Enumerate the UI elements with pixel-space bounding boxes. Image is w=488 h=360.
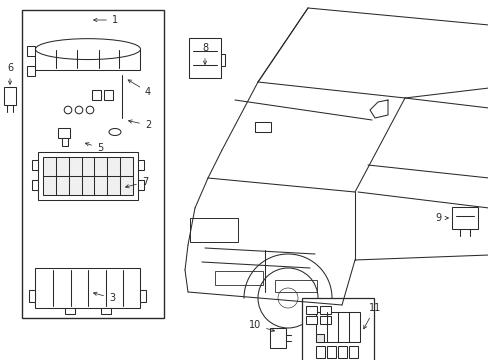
Bar [38,152,138,200]
Bar [92,90,101,100]
Bar [348,346,357,358]
Bar [138,160,143,170]
Bar [190,218,238,242]
Bar [32,180,38,190]
Bar [305,316,316,324]
Bar [32,160,38,170]
Bar [315,346,325,358]
Bar [269,328,285,348]
Bar [62,138,68,146]
Text: 11: 11 [363,303,380,329]
Bar [36,49,140,70]
Text: 9: 9 [434,213,447,223]
Bar [326,346,335,358]
Bar [337,346,346,358]
Bar [138,180,143,190]
Bar [27,66,36,76]
Bar [215,271,263,285]
Bar [27,46,36,56]
Text: 3: 3 [93,292,115,303]
Text: 2: 2 [128,120,151,130]
Text: 4: 4 [128,80,151,97]
Bar [36,268,140,308]
Text: 5: 5 [85,143,103,153]
Bar [104,90,113,100]
Bar [302,298,373,360]
Bar [315,334,324,342]
Bar [189,38,221,78]
Bar [101,308,111,314]
Bar [29,290,36,302]
Bar [451,207,477,229]
Bar [319,306,330,314]
Bar [22,10,163,318]
Bar [65,308,75,314]
Ellipse shape [36,39,140,59]
Bar [274,280,316,292]
Bar [58,128,70,138]
Bar [315,312,359,342]
Bar [43,157,133,195]
Bar [254,122,270,132]
Text: 6: 6 [7,63,13,84]
Bar [305,306,316,314]
Bar [221,54,224,66]
Bar [140,290,146,302]
Text: 10: 10 [248,320,274,332]
Bar [319,316,330,324]
Bar [4,87,16,105]
Text: 7: 7 [125,177,148,188]
Text: 8: 8 [202,43,207,64]
Text: 1: 1 [93,15,118,25]
